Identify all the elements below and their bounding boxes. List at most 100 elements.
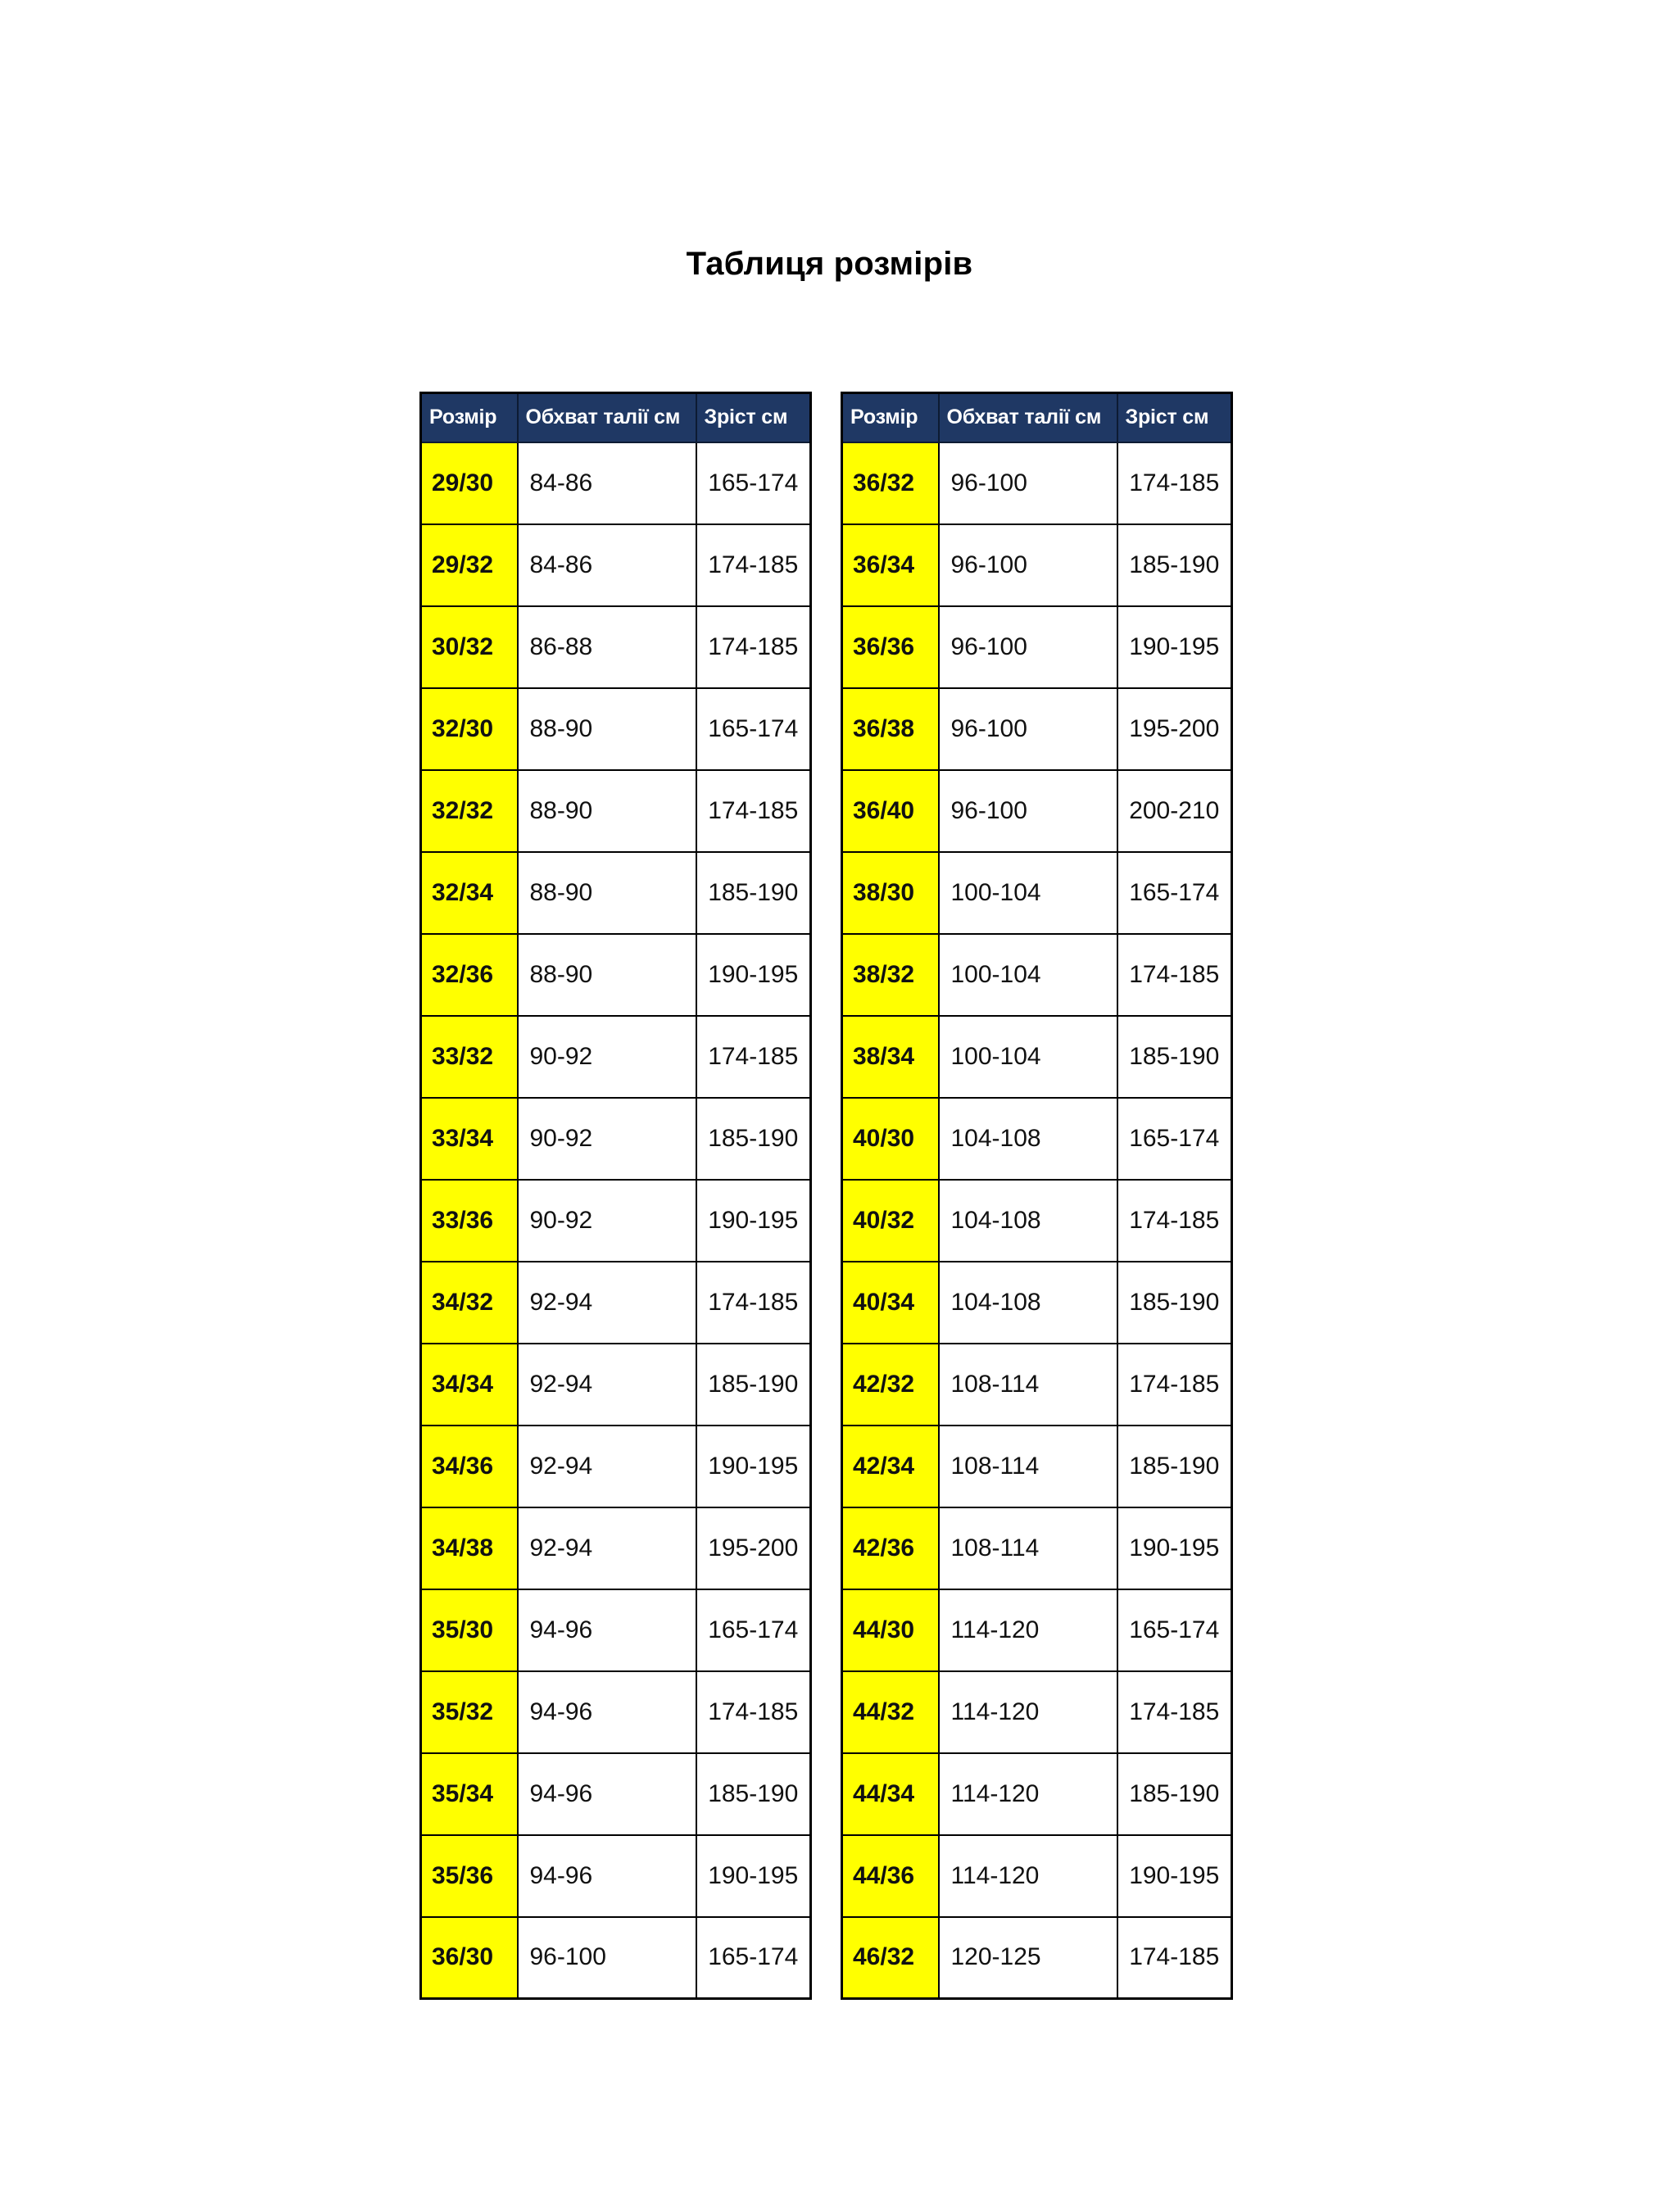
table-row: 38/34 100-104 185-190 — [841, 1014, 1233, 1099]
cell-height: 174-185 — [1116, 932, 1233, 1017]
column-header-waist: Обхват талії см — [516, 392, 697, 443]
cell-size: 44/32 — [841, 1670, 940, 1754]
cell-size: 36/32 — [841, 441, 940, 525]
table-row: 38/32 100-104 174-185 — [841, 932, 1233, 1017]
cell-height: 185-190 — [1116, 1014, 1233, 1099]
cell-height: 174-185 — [695, 523, 812, 607]
cell-height: 190-195 — [695, 1424, 812, 1508]
table-row: 40/32 104-108 174-185 — [841, 1178, 1233, 1262]
table-row: 32/30 88-90 165-174 — [419, 687, 812, 771]
cell-height: 190-195 — [1116, 1834, 1233, 1918]
cell-size: 40/34 — [841, 1260, 940, 1344]
table-row: 44/34 114-120 185-190 — [841, 1752, 1233, 1836]
cell-height: 190-195 — [695, 932, 812, 1017]
table-row: 46/32 120-125 174-185 — [841, 1915, 1233, 2000]
cell-waist: 94-96 — [516, 1834, 697, 1918]
table-row: 35/36 94-96 190-195 — [419, 1834, 812, 1918]
table-row: 36/36 96-100 190-195 — [841, 605, 1233, 689]
cell-size: 35/30 — [419, 1588, 519, 1672]
column-header-size: Розмір — [419, 392, 519, 443]
cell-height: 174-185 — [695, 768, 812, 853]
cell-height: 190-195 — [695, 1178, 812, 1262]
table-row: 34/36 92-94 190-195 — [419, 1424, 812, 1508]
cell-size: 34/38 — [419, 1506, 519, 1590]
table-row: 44/36 114-120 190-195 — [841, 1834, 1233, 1918]
cell-height: 195-200 — [695, 1506, 812, 1590]
table-row: 44/30 114-120 165-174 — [841, 1588, 1233, 1672]
table-row: 36/38 96-100 195-200 — [841, 687, 1233, 771]
cell-height: 174-185 — [1116, 441, 1233, 525]
table-row: 35/32 94-96 174-185 — [419, 1670, 812, 1754]
cell-waist: 92-94 — [516, 1260, 697, 1344]
cell-waist: 104-108 — [937, 1178, 1118, 1262]
table-row: 36/34 96-100 185-190 — [841, 523, 1233, 607]
cell-height: 185-190 — [695, 1342, 812, 1426]
table-body-right: 36/32 96-100 174-185 36/34 96-100 185-190 36/3… — [841, 441, 1233, 2000]
cell-waist: 104-108 — [937, 1096, 1118, 1181]
cell-size: 44/36 — [841, 1834, 940, 1918]
cell-height: 185-190 — [1116, 1424, 1233, 1508]
cell-size: 33/36 — [419, 1178, 519, 1262]
cell-waist: 94-96 — [516, 1588, 697, 1672]
cell-size: 32/36 — [419, 932, 519, 1017]
header-row: Розмір Обхват талії см Зріст см — [419, 392, 812, 443]
cell-waist: 94-96 — [516, 1670, 697, 1754]
cell-size: 44/30 — [841, 1588, 940, 1672]
cell-waist: 90-92 — [516, 1178, 697, 1262]
cell-waist: 114-120 — [937, 1752, 1118, 1836]
cell-size: 33/34 — [419, 1096, 519, 1181]
cell-height: 185-190 — [695, 1752, 812, 1836]
cell-size: 35/36 — [419, 1834, 519, 1918]
header-row: Розмір Обхват талії см Зріст см — [841, 392, 1233, 443]
cell-height: 190-195 — [695, 1834, 812, 1918]
cell-waist: 86-88 — [516, 605, 697, 689]
table-header-left: Розмір Обхват талії см Зріст см — [419, 392, 812, 443]
cell-size: 36/34 — [841, 523, 940, 607]
cell-size: 38/34 — [841, 1014, 940, 1099]
cell-height: 174-185 — [1116, 1670, 1233, 1754]
table-row: 42/34 108-114 185-190 — [841, 1424, 1233, 1508]
cell-size: 44/34 — [841, 1752, 940, 1836]
cell-size: 34/32 — [419, 1260, 519, 1344]
table-row: 44/32 114-120 174-185 — [841, 1670, 1233, 1754]
table-row: 29/30 84-86 165-174 — [419, 441, 812, 525]
cell-waist: 96-100 — [937, 605, 1118, 689]
table-row: 42/36 108-114 190-195 — [841, 1506, 1233, 1590]
cell-waist: 88-90 — [516, 687, 697, 771]
table-row: 30/32 86-88 174-185 — [419, 605, 812, 689]
cell-waist: 100-104 — [937, 932, 1118, 1017]
cell-height: 195-200 — [1116, 687, 1233, 771]
table-row: 29/32 84-86 174-185 — [419, 523, 812, 607]
cell-waist: 104-108 — [937, 1260, 1118, 1344]
page-title: Таблиця розмірів — [686, 246, 973, 282]
cell-size: 29/30 — [419, 441, 519, 525]
cell-height: 185-190 — [1116, 523, 1233, 607]
table-row: 32/32 88-90 174-185 — [419, 768, 812, 853]
table-row: 40/34 104-108 185-190 — [841, 1260, 1233, 1344]
cell-waist: 114-120 — [937, 1670, 1118, 1754]
table-row: 34/38 92-94 195-200 — [419, 1506, 812, 1590]
cell-waist: 108-114 — [937, 1424, 1118, 1508]
table-row: 34/32 92-94 174-185 — [419, 1260, 812, 1344]
cell-height: 200-210 — [1116, 768, 1233, 853]
cell-waist: 88-90 — [516, 768, 697, 853]
table-row: 32/36 88-90 190-195 — [419, 932, 812, 1017]
cell-size: 32/30 — [419, 687, 519, 771]
cell-height: 185-190 — [695, 1096, 812, 1181]
cell-size: 42/34 — [841, 1424, 940, 1508]
cell-size: 32/34 — [419, 850, 519, 935]
cell-size: 30/32 — [419, 605, 519, 689]
cell-height: 185-190 — [1116, 1260, 1233, 1344]
cell-size: 40/32 — [841, 1178, 940, 1262]
cell-height: 165-174 — [695, 441, 812, 525]
table-row: 32/34 88-90 185-190 — [419, 850, 812, 935]
cell-waist: 100-104 — [937, 1014, 1118, 1099]
table-row: 34/34 92-94 185-190 — [419, 1342, 812, 1426]
cell-waist: 84-86 — [516, 441, 697, 525]
cell-height: 174-185 — [695, 605, 812, 689]
table-row: 42/32 108-114 174-185 — [841, 1342, 1233, 1426]
column-header-height: Зріст см — [695, 392, 812, 443]
cell-size: 36/40 — [841, 768, 940, 853]
column-header-height: Зріст см — [1116, 392, 1233, 443]
